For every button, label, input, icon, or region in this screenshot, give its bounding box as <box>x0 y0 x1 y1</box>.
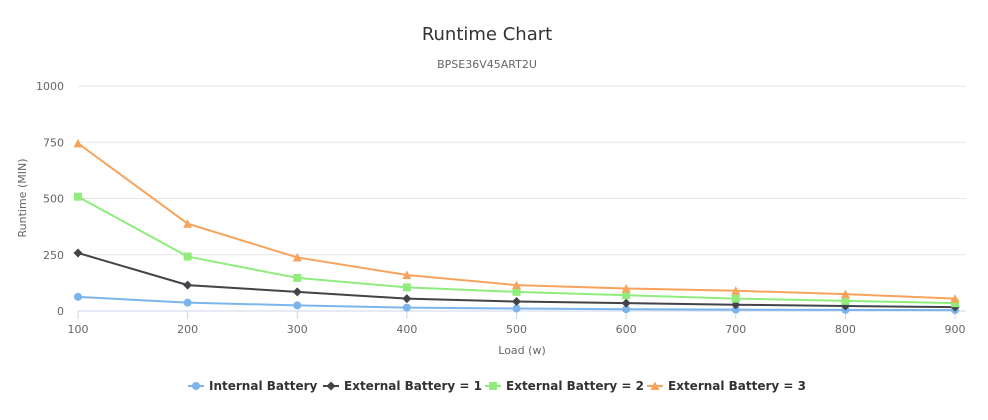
legend-item[interactable]: External Battery = 3 <box>647 379 806 393</box>
legend-symbol-marker <box>489 382 497 390</box>
data-point <box>841 296 850 305</box>
data-point <box>183 252 192 261</box>
x-tick-label: 400 <box>396 323 417 336</box>
data-point <box>950 294 960 303</box>
legend-symbol-marker <box>326 381 336 391</box>
data-point <box>622 291 631 300</box>
data-point <box>183 298 192 307</box>
x-axis-title: Load (w) <box>498 344 545 357</box>
data-point <box>512 280 522 290</box>
chart-title: Runtime Chart <box>422 24 552 45</box>
data-point <box>731 294 740 303</box>
series-3 <box>74 192 960 308</box>
y-tick-label: 500 <box>43 193 64 206</box>
data-point <box>840 289 850 299</box>
x-tick-label: 700 <box>725 323 746 336</box>
data-point <box>512 297 522 307</box>
legend-label: Internal Battery <box>209 379 318 393</box>
data-point <box>183 219 193 228</box>
legend: Internal Battery External Battery = 1 Exte… <box>188 379 806 393</box>
x-tick-label: 600 <box>616 323 637 336</box>
y-tick-label: 0 <box>57 305 64 318</box>
y-tick-label: 1000 <box>36 80 64 93</box>
data-point <box>74 192 82 201</box>
x-tick-label: 500 <box>506 323 527 336</box>
legend-item[interactable]: Internal Battery <box>188 379 318 393</box>
y-tick-label: 250 <box>43 249 64 262</box>
legend-label: External Battery = 3 <box>668 379 806 393</box>
data-point <box>402 294 412 304</box>
x-tick-label: 100 <box>68 323 89 336</box>
x-tick-label: 300 <box>287 323 308 336</box>
x-tick-label: 900 <box>945 323 966 336</box>
y-axis: 0 250 500 750 1000 <box>36 80 64 318</box>
legend-symbol-marker <box>650 381 660 390</box>
series-4 <box>73 138 960 303</box>
data-point <box>402 283 411 292</box>
data-point <box>73 248 83 258</box>
legend-item[interactable]: External Battery = 1 <box>323 379 482 393</box>
data-point <box>402 270 412 279</box>
data-point <box>731 305 740 314</box>
data-point <box>292 287 302 297</box>
x-axis: 100 200 300 400 500 600 700 800 900 <box>68 311 966 336</box>
gridlines <box>78 85 966 312</box>
legend-label: External Battery = 1 <box>344 379 482 393</box>
series-group <box>73 138 960 315</box>
chart-subtitle: BPSE36V45ART2U <box>437 58 537 71</box>
data-point <box>622 305 631 314</box>
data-point <box>183 280 193 290</box>
data-point <box>951 299 960 308</box>
data-point <box>512 304 521 313</box>
y-axis-title: Runtime (MIN) <box>16 159 29 238</box>
series-line <box>77 142 956 300</box>
data-point <box>402 303 411 312</box>
legend-symbol-marker <box>192 382 200 390</box>
y-tick-label: 750 <box>43 136 64 149</box>
x-tick-label: 800 <box>835 323 856 336</box>
data-point <box>293 301 302 310</box>
data-point <box>512 287 521 296</box>
data-point <box>621 298 631 308</box>
legend-item[interactable]: External Battery = 2 <box>485 379 644 393</box>
data-point <box>731 286 741 295</box>
data-point <box>292 252 302 262</box>
data-point <box>293 273 302 282</box>
data-point <box>73 138 83 148</box>
x-tick-label: 200 <box>177 323 198 336</box>
data-point <box>621 284 631 293</box>
data-point <box>74 292 82 301</box>
legend-label: External Battery = 2 <box>506 379 644 393</box>
